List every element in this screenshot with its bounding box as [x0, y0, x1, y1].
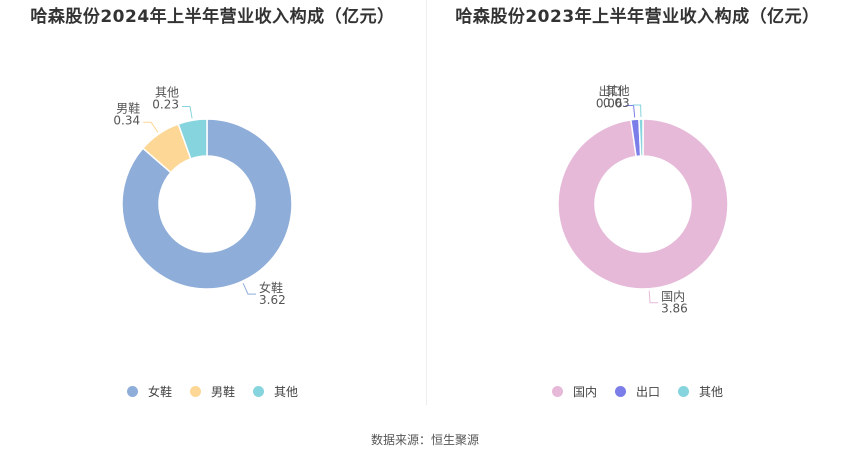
chart-title-2024: 哈森股份2024年上半年营业收入构成（亿元） — [30, 7, 395, 27]
legend-item-女鞋[interactable]: 女鞋 — [126, 383, 172, 400]
slice-value-男鞋: 0.34 — [113, 113, 140, 127]
legend-label: 女鞋 — [147, 385, 172, 399]
legend-label: 男鞋 — [210, 385, 235, 399]
legend-label: 其他 — [699, 385, 724, 399]
legend-dot-icon — [614, 386, 626, 397]
panel-divider — [426, 0, 427, 405]
legend-2023: 国内 出口 其他 — [425, 383, 850, 400]
legend-label: 出口 — [635, 385, 660, 399]
slice-label-其他: 其他 — [155, 85, 179, 99]
legend-dot-icon — [126, 386, 138, 397]
legend-item-国内[interactable]: 国内 — [551, 383, 597, 400]
slice-其他[interactable] — [638, 118, 644, 157]
leader-line-国内 — [648, 290, 659, 304]
slice-国内[interactable] — [557, 118, 729, 290]
slice-其他[interactable] — [177, 118, 208, 160]
slice-女鞋[interactable] — [121, 118, 293, 290]
legend-item-男鞋[interactable]: 男鞋 — [189, 383, 235, 400]
slice-label-男鞋: 男鞋 — [116, 100, 140, 115]
slice-value-其他: 0.03 — [603, 96, 630, 110]
slice-label-女鞋: 女鞋 — [259, 280, 283, 295]
legend-2024: 女鞋 男鞋 其他 — [0, 383, 425, 400]
leader-line-其他 — [182, 105, 193, 119]
legend-label: 其他 — [274, 385, 299, 399]
data-source-note: 数据来源：恒生聚源 — [370, 433, 479, 447]
legend-dot-icon — [253, 386, 264, 397]
slice-label-出口: 出口 — [599, 84, 623, 98]
chart-panel-2023: 哈森股份2023年上半年营业收入构成（亿元） 国内 3.86 出口 0.06 其他 0.0… — [425, 0, 850, 420]
slice-value-国内: 3.86 — [661, 302, 688, 316]
legend-label: 国内 — [572, 385, 597, 399]
slice-label-国内: 国内 — [661, 290, 685, 304]
legend-item-其他[interactable]: 其他 — [678, 383, 723, 400]
slice-value-女鞋: 3.62 — [259, 293, 286, 307]
legend-dot-icon — [189, 386, 201, 397]
donut-chart-2024: 女鞋3.62 男鞋0.34 其他0.23 — [113, 85, 293, 307]
slice-value-出口: 0.06 — [596, 96, 623, 110]
slice-value-其他: 0.23 — [152, 97, 179, 111]
leader-line-其他 — [632, 104, 642, 118]
slice-label-其他: 其他 — [606, 84, 630, 98]
leader-line-男鞋 — [143, 121, 159, 133]
legend-dot-icon — [678, 386, 689, 397]
legend-item-出口[interactable]: 出口 — [614, 383, 660, 400]
legend-dot-icon — [551, 386, 563, 397]
leader-line-女鞋 — [242, 282, 257, 295]
legend-item-其他[interactable]: 其他 — [253, 383, 298, 400]
chart-title-2023: 哈森股份2023年上半年营业收入构成（亿元） — [455, 7, 820, 27]
chart-panel-2024: 哈森股份2024年上半年营业收入构成（亿元） 女鞋 3.62 男鞋 0.34 其他 0.2… — [0, 0, 425, 420]
